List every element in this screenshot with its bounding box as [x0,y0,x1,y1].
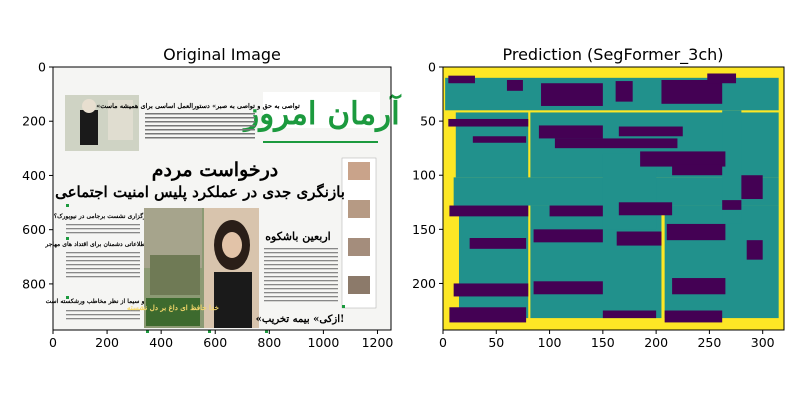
left-column: برگزاری نشست برجامی در نیویورک؟ نور اطلا… [44,212,157,320]
x-tick-label: 300 [751,335,775,350]
right-axis-ticks: 0 50 100 150 200 250 300 0 50 100 150 200 [412,60,775,351]
seg-region-purple [549,205,603,217]
y-tick-label: 600 [22,222,46,237]
seg-region-teal [530,205,614,319]
seg-region-teal [458,205,529,319]
seg-region-purple [672,278,726,295]
seg-region-teal [664,205,779,319]
seg-region-purple [453,283,529,297]
seg-region-purple [661,79,723,104]
left-item-3: صدا و سیما از نظر مخاطب ورشکسته است [46,298,157,305]
top-teaser: «تواصی به حق و تواصی به صبر» دستورالعمل … [96,102,300,110]
seg-region-purple [449,205,529,217]
seg-region-purple [664,310,723,323]
seg-region-teal [722,110,742,224]
panel-title-prediction: Prediction (SegFormer_3ch) [502,45,723,65]
x-tick-label: 200 [95,335,119,350]
y-tick-label: 50 [420,114,436,129]
x-tick-label: 250 [697,335,721,350]
seg-region-purple [554,138,678,149]
x-tick-label: 600 [203,335,227,350]
headline-1: درخواست مردم [152,159,279,181]
masthead-text: آرمان امروز [242,93,402,133]
seg-region-purple [602,310,657,319]
top-teaser-lines [145,113,255,139]
x-tick-label: 1000 [307,335,339,350]
seg-region-purple [538,125,603,139]
newspaper-image: آرمان امروز «تواصی به حق و تواصی به صبر»… [44,66,402,333]
x-tick-label: 0 [439,335,447,350]
left-item-2: نور اطلاعاتی دشمنان برای اقتداد های مهاج… [44,241,157,248]
masthead-rule [263,141,378,143]
seg-region-purple [722,200,742,210]
seg-region-purple [449,307,527,323]
seg-region-purple [533,229,603,243]
bottom-headline: «ازکی» بیمه تخریب! [256,314,345,325]
seg-region-purple [672,164,723,176]
x-tick-label: 800 [257,335,281,350]
x-tick-label: 150 [591,335,615,350]
photo-figure-head [82,99,96,113]
x-tick-label: 200 [644,335,668,350]
x-tick-label: 0 [49,335,57,350]
original-image-panel: Original Image آرمان امروز «تواصی به حق … [22,45,402,350]
y-tick-label: 200 [22,114,46,129]
photo-figure-1 [80,110,98,145]
prediction-panel: Prediction (SegFormer_3ch) 0 50 100 150 200 2… [412,45,785,351]
seg-region-purple [618,126,683,137]
segmentation-map [443,67,784,330]
central-photo: خدا حافظ ای داغ بر دل نشسته [127,208,259,328]
photo-caption: خدا حافظ ای داغ بر دل نشسته [127,303,219,312]
y-tick-label: 0 [428,60,436,75]
y-tick-label: 150 [412,222,436,237]
x-tick-label: 100 [538,335,562,350]
seg-region-purple [472,136,527,143]
x-tick-label: 1200 [362,335,394,350]
y-tick-label: 100 [412,168,436,183]
axes-frame-right [442,66,785,331]
x-tick-label: 400 [149,335,173,350]
seg-region-purple [707,73,737,84]
seg-region-purple [618,202,673,216]
x-tick-label: 50 [488,335,504,350]
seg-region-purple [616,231,662,246]
axes-frame-left [52,66,392,331]
seg-region-purple [533,281,603,295]
green-markers [66,204,345,333]
seg-region-purple [640,151,726,167]
y-tick-label: 0 [38,60,46,75]
panel-title-original: Original Image [163,45,281,64]
seg-region-purple [448,118,529,127]
kicker-headline: اربعین باشکوه [265,230,330,243]
y-tick-label: 400 [22,168,46,183]
y-tick-label: 200 [412,276,436,291]
seg-region-purple [469,238,527,249]
left-item-1: برگزاری نشست برجامی در نیویورک؟ [54,212,148,220]
seg-region-purple [506,79,523,91]
seg-region-purple [741,175,763,200]
headline-2: بازنگری جدی در عملکرد پلیس امنیت اجتماعی [55,183,345,202]
seg-region-purple [666,223,726,241]
right-story-lines [264,248,338,302]
seg-region-purple [615,81,633,102]
left-axis-ticks: 0 200 400 600 800 1000 1200 0 200 400 600 800 [22,60,393,351]
masthead-area [263,92,380,128]
photo-background-wall [108,100,133,140]
y-tick-label: 800 [22,276,46,291]
seg-region-purple [448,75,475,84]
right-column [341,157,377,309]
seg-region-purple [541,83,603,106]
seg-region-purple [746,240,763,260]
